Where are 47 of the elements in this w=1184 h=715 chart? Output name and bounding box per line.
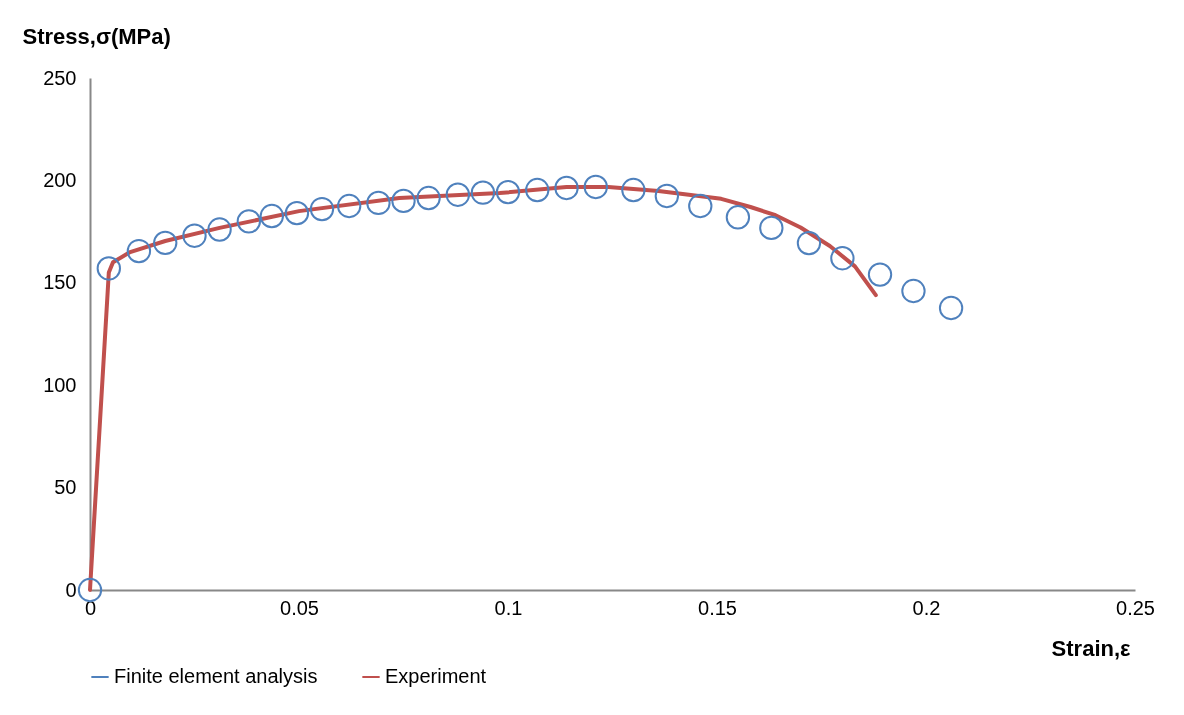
point: [621, 177, 646, 203]
line-series: [88, 184, 878, 592]
point: [391, 188, 416, 214]
x-tick-label: 0.25: [1116, 596, 1155, 619]
point: [725, 205, 751, 230]
point: [554, 175, 579, 201]
point: [867, 262, 893, 287]
x-tick-label: 0.05: [280, 596, 319, 619]
point: [470, 180, 496, 205]
point: [688, 193, 713, 219]
point: [901, 278, 926, 304]
point: [259, 203, 285, 229]
y-tick-label: 150: [43, 271, 77, 294]
point: [654, 183, 680, 209]
point: [495, 179, 521, 205]
point: [759, 215, 784, 241]
point: [309, 196, 335, 222]
y-tick-label: 250: [43, 66, 77, 89]
x-axis-title: Strain,ε: [1051, 635, 1132, 661]
point: [236, 209, 262, 234]
point: [796, 230, 822, 256]
point: [284, 201, 310, 226]
point: [182, 223, 207, 248]
x-tick-label: 0.15: [698, 596, 737, 619]
point: [938, 295, 964, 321]
point: [583, 174, 608, 200]
y-tick-label: 50: [54, 476, 77, 499]
point: [416, 185, 441, 211]
point: [96, 256, 121, 281]
legend-label: Finite element analysis: [114, 665, 318, 687]
x-tick-label: 0.1: [494, 596, 523, 619]
point: [207, 217, 232, 242]
point: [525, 177, 550, 203]
y-tick-label: 100: [43, 373, 77, 396]
point: [126, 238, 152, 264]
y-axis-title: Stress,σ(MPa): [22, 23, 171, 49]
point: [77, 577, 103, 603]
x-tick-label: 0: [84, 596, 97, 619]
y-tick-label: 0: [65, 578, 77, 601]
point: [830, 246, 855, 271]
point: [445, 182, 471, 207]
legend-label: Experiment: [385, 665, 487, 687]
y-tick-label: 200: [43, 168, 77, 191]
x-tick-label: 0.2: [912, 596, 941, 619]
point: [336, 193, 362, 219]
point: [153, 230, 178, 256]
point: [366, 190, 391, 216]
